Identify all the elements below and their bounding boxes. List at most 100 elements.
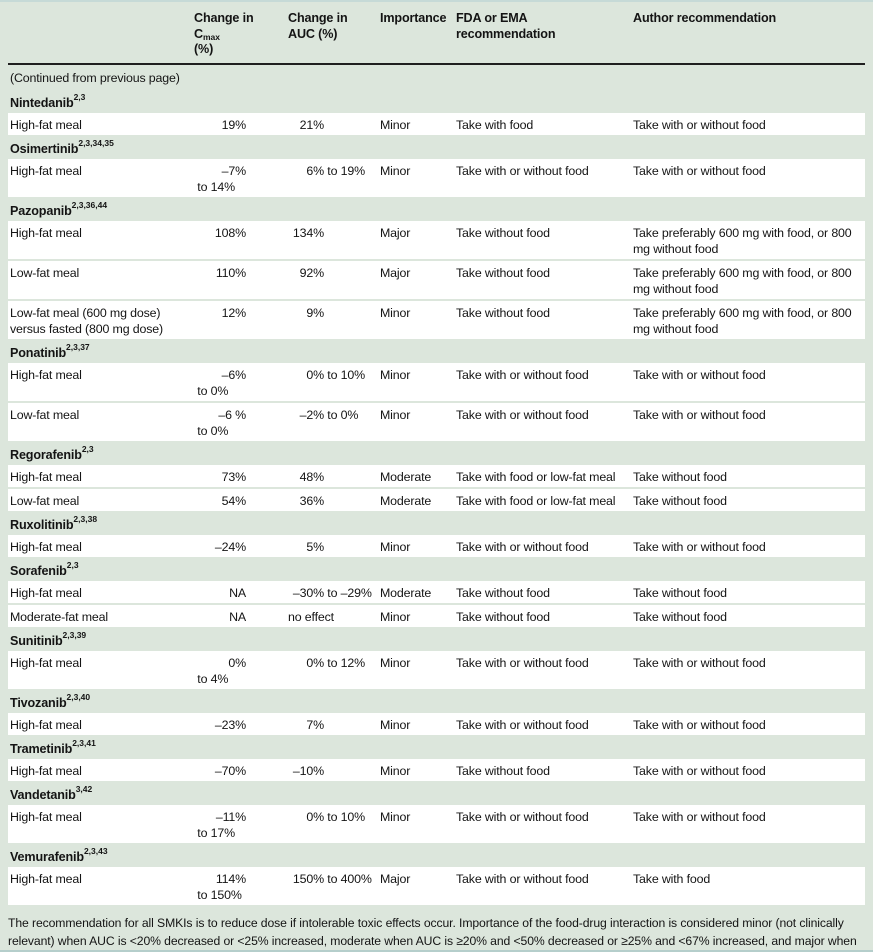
continued-note: (Continued from previous page): [10, 70, 180, 85]
cell-importance: Moderate: [380, 469, 432, 484]
header-rule: [8, 62, 865, 65]
cell-cmax-change: –23%: [194, 717, 288, 733]
drug-reference-superscript: 2,3,37: [66, 342, 90, 353]
table-row: High-fat meal –24% 5% Minor Take with or wit…: [8, 534, 865, 559]
value-range: to 17%: [194, 825, 235, 840]
cell-auc-change: 36%: [288, 493, 380, 509]
cell-importance: Major: [380, 225, 411, 240]
drug-name: Ruxolitinib2,3,38: [10, 514, 98, 532]
value-number: 7%: [306, 717, 324, 732]
cell-author-recommendation: Take without food: [633, 609, 727, 624]
value-number: –24%: [214, 539, 246, 554]
value-number: 110%: [215, 265, 246, 280]
value-range: to 0%: [194, 383, 229, 398]
cell-author-recommendation: Take preferably 600 mg with food, or 800…: [633, 265, 852, 296]
cell-fda-recommendation: Take with or without food: [456, 809, 589, 824]
table-row: High-fat meal 0% to 4% 0% to 12% Minor Take …: [8, 650, 865, 691]
drug-name: Tivozanib2,3,40: [10, 692, 91, 710]
value-number: 108%: [214, 225, 246, 240]
drug-name: Trametinib2,3,41: [10, 738, 96, 756]
drug-reference-superscript: 2,3,34,35: [78, 138, 114, 149]
value-number: 36%: [299, 493, 325, 508]
cell-meal-label: Low-fat meal: [10, 493, 80, 508]
cell-importance: Moderate: [380, 585, 432, 600]
cell-cmax-change: NA: [194, 585, 288, 601]
cell-author-recommendation: Take without food: [633, 469, 727, 484]
cell-fda-recommendation: Take with or without food: [456, 655, 589, 670]
cell-fda-recommendation: Take without food: [456, 585, 550, 600]
table-footnote: The recommendation for all SMKIs is to r…: [8, 915, 857, 948]
value-range: to 400%: [324, 871, 372, 886]
value-number: 12%: [221, 305, 247, 320]
cell-fda-recommendation: Take without food: [456, 609, 550, 624]
cell-fda-recommendation: Take with or without food: [456, 407, 589, 422]
drug-reference-superscript: 2,3: [73, 92, 86, 103]
cell-fda-recommendation: Take without food: [456, 265, 550, 280]
cell-fda-recommendation: Take with or without food: [456, 163, 589, 178]
cell-auc-change: 9%: [288, 305, 380, 337]
value-range: to 0%: [194, 423, 229, 438]
cell-importance: Minor: [380, 407, 411, 422]
drug-reference-superscript: 2,3,43: [83, 846, 108, 857]
cell-meal-label: Moderate-fat meal: [10, 609, 108, 624]
cell-meal-label: High-fat meal: [10, 585, 82, 600]
cell-cmax-change: 110%: [194, 265, 288, 297]
drug-section-row: Regorafenib2,3: [8, 443, 865, 465]
cell-meal-label: Low-fat meal: [10, 407, 80, 422]
cell-auc-change: –10%: [288, 763, 380, 779]
table-row: High-fat meal –70% –10% Minor Take without f…: [8, 758, 865, 783]
table-row: Low-fat meal –6 % to 0% –2% to 0% Minor Take…: [8, 402, 865, 443]
cell-auc-change: 0% to 12%: [288, 655, 380, 687]
drug-section-row: Ponatinib2,3,37: [8, 341, 865, 363]
cell-auc-change: –30% to –29%: [288, 585, 380, 601]
value-number: 114%: [215, 871, 246, 886]
cell-auc-change: 92%: [288, 265, 380, 297]
cell-cmax-change: –70%: [194, 763, 288, 779]
value-number: –11%: [215, 809, 246, 824]
cell-auc-change: 150% to 400%: [288, 871, 380, 903]
cell-meal-label: High-fat meal: [10, 655, 82, 670]
value-number: 9%: [306, 305, 324, 320]
cell-auc-change: 7%: [288, 717, 380, 733]
column-header-auc: Change in AUC (%): [288, 11, 348, 41]
value-range: to –29%: [324, 585, 372, 600]
cell-cmax-change: 108%: [194, 225, 288, 257]
drug-reference-superscript: 2,3,41: [72, 738, 96, 749]
value-range: to 150%: [194, 887, 242, 902]
cell-importance: Moderate: [380, 493, 432, 508]
cell-meal-label: High-fat meal: [10, 225, 82, 240]
cell-importance: Major: [380, 871, 411, 886]
drug-reference-superscript: 2,3,40: [66, 692, 91, 703]
value-number: 92%: [299, 265, 325, 280]
drug-name: Pazopanib2,3,36,44: [10, 200, 108, 218]
column-header-importance: Importance: [380, 11, 447, 25]
table-row: Low-fat meal 110% 92% Major Take without foo…: [8, 260, 865, 301]
value-number: –30%: [292, 585, 324, 600]
cell-author-recommendation: Take with or without food: [633, 655, 766, 670]
cell-meal-label: High-fat meal: [10, 763, 82, 778]
drug-name: Osimertinib2,3,34,35: [10, 138, 114, 156]
column-header-author: Author recommendation: [633, 11, 777, 25]
value-number: 6%: [306, 163, 324, 178]
value-number: 0%: [306, 367, 324, 382]
table-body: (Continued from previous page) Nintedani…: [8, 65, 865, 907]
column-header-fda: FDA or EMA recommendation: [456, 11, 556, 41]
cell-fda-recommendation: Take with or without food: [456, 539, 589, 554]
cell-fda-recommendation: Take without food: [456, 763, 550, 778]
cell-cmax-change: –24%: [194, 539, 288, 555]
cell-auc-change: no effect: [288, 609, 380, 625]
table-row: High-fat meal –7% to 14% 6% to 19% Minor Tak…: [8, 158, 865, 199]
drug-reference-superscript: 2,3,39: [62, 630, 87, 641]
cell-fda-recommendation: Take with food or low-fat meal: [456, 469, 616, 484]
cell-meal-label: High-fat meal: [10, 117, 82, 132]
cell-meal-label: High-fat meal: [10, 717, 82, 732]
value-number: 5%: [306, 539, 324, 554]
cell-author-recommendation: Take with or without food: [633, 809, 766, 824]
value-number: 54%: [221, 493, 247, 508]
cell-auc-change: 6% to 19%: [288, 163, 380, 195]
cell-author-recommendation: Take with or without food: [633, 407, 766, 422]
cell-meal-label: High-fat meal: [10, 469, 82, 484]
cell-fda-recommendation: Take without food: [456, 225, 550, 240]
drug-reference-superscript: 2,3: [81, 444, 94, 455]
table-row: High-fat meal 114% to 150% 150% to 400% Maj…: [8, 866, 865, 907]
